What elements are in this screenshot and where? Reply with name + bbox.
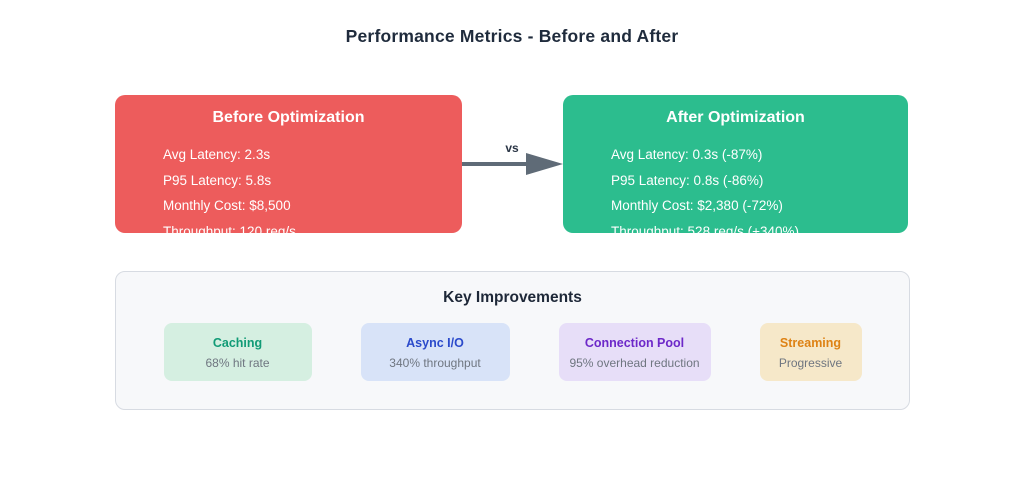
metric-line: Throughput: 528 req/s (+340%) (611, 223, 799, 234)
improvement-card-detail: 340% throughput (389, 356, 481, 370)
improvement-card-3: Connection Pool 95% overhead reduction (558, 323, 711, 381)
vs-arrow-line (462, 162, 530, 166)
improvement-card-1: Caching 68% hit rate (163, 323, 312, 381)
improvement-card-detail: 68% hit rate (205, 356, 270, 370)
before-box-title: Before Optimization (212, 109, 365, 126)
metric-line: Monthly Cost: $8,500 (163, 198, 291, 213)
improvement-card-title: Connection Pool (584, 336, 685, 350)
vs-arrow: vs (462, 140, 563, 180)
metric-line: P95 Latency: 5.8s (163, 172, 272, 188)
before-metrics: Avg Latency: 2.3s P95 Latency: 5.8s Mont… (115, 142, 462, 233)
metric-line: Avg Latency: 0.3s (-87%) (611, 147, 763, 162)
metric-line: P95 Latency: 0.8s (-86%) (611, 172, 764, 188)
before-box: Before Optimization Avg Latency: 2.3s P9… (115, 95, 462, 233)
after-box-title: After Optimization (666, 109, 805, 126)
metric-line: Throughput: 120 req/s (163, 223, 296, 234)
improvement-card-title: Async I/O (406, 336, 464, 350)
improvement-card-4: Streaming Progressive (759, 323, 862, 381)
vs-arrow-label: vs (505, 141, 519, 155)
improvement-card-detail: Progressive (778, 356, 843, 370)
metric-line: Monthly Cost: $2,380 (-72%) (611, 198, 783, 213)
metric-line: Avg Latency: 2.3s (163, 147, 271, 162)
improvement-card-title: Streaming (779, 336, 842, 350)
improvement-card-title: Caching (212, 336, 263, 350)
page-title: Performance Metrics - Before and After (345, 26, 679, 46)
improvement-cards-row: Caching 68% hit rate Async I/O 340% thro… (116, 323, 909, 381)
arrow-right-icon (526, 153, 563, 175)
improvement-card-detail: 95% overhead reduction (569, 356, 700, 370)
improvements-panel: Key Improvements Caching 68% hit rate As… (115, 271, 910, 410)
after-metrics: Avg Latency: 0.3s (-87%) P95 Latency: 0.… (563, 142, 908, 233)
after-box: After Optimization Avg Latency: 0.3s (-8… (563, 95, 908, 233)
improvements-title: Key Improvements (443, 289, 582, 306)
improvement-card-2: Async I/O 340% throughput (360, 323, 510, 381)
